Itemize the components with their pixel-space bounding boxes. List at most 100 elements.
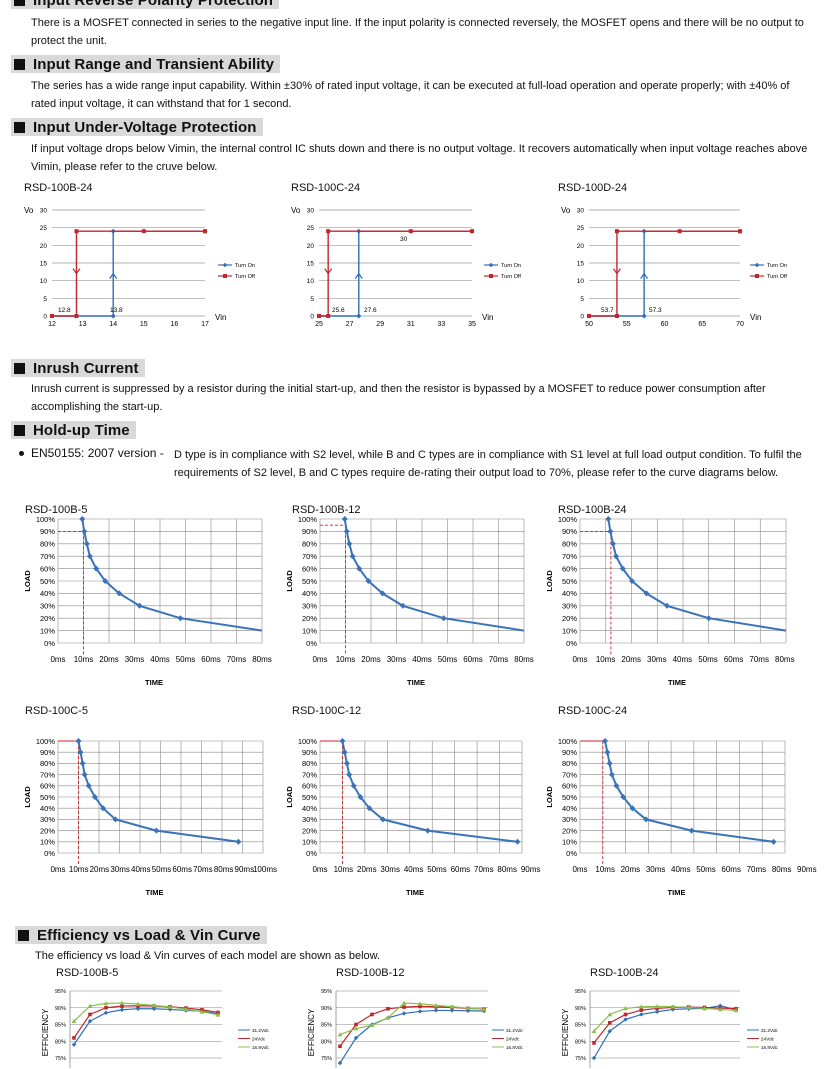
x-axis-label: Vin (215, 313, 226, 322)
y-tick-label: 0 (580, 314, 584, 321)
section-header-input-range: Input Range and Transient Ability (11, 55, 281, 73)
y-tick-label: 100% (36, 515, 56, 524)
data-point (623, 1017, 628, 1022)
y-tick-label: 70% (40, 770, 55, 779)
efficiency-curve-16.8vdc (593, 1005, 737, 1032)
data-point (399, 602, 406, 609)
y-tick-label: 80% (575, 1039, 586, 1045)
data-point (119, 1000, 125, 1005)
x-tick-label: 12 (48, 321, 56, 328)
data-point (470, 229, 474, 234)
annotation-label: 13.8 (110, 307, 123, 314)
data-point (116, 590, 123, 597)
y-tick-label: 0% (306, 639, 317, 648)
x-tick-label: 13 (79, 321, 87, 328)
section-header-hold-up: Hold-up Time (11, 421, 136, 439)
series-line-turn-off (589, 230, 740, 317)
section-title: Hold-up Time (33, 421, 130, 439)
data-point (591, 1055, 597, 1061)
x-tick-label: 17 (201, 321, 209, 328)
data-point (135, 1001, 141, 1006)
y-tick-label: 85% (575, 1023, 586, 1029)
y-tick-label: 85% (55, 1023, 66, 1029)
y-tick-label: 90% (302, 527, 317, 536)
y-tick-label: 10% (302, 626, 317, 635)
y-tick-label: 0% (566, 849, 577, 858)
data-point (79, 760, 86, 767)
data-point (326, 229, 331, 234)
y-tick-label: 80% (321, 1039, 332, 1045)
y-tick-label: 100% (298, 737, 318, 746)
holdup-chart-rsd-100c-12: 0% 10% 20% 30% 40% 50% 60% 70% 80% 90% 100% 0ms 10ms… (285, 737, 540, 897)
x-tick-label: 10ms (74, 655, 94, 664)
y-tick-label: 10% (40, 838, 55, 847)
data-point (136, 602, 143, 609)
data-point (623, 1012, 628, 1017)
section-bullet-square (14, 362, 25, 374)
data-point (686, 1005, 692, 1010)
efficiency-curve-16.8vdc (339, 1002, 485, 1036)
y-tick-label: 90% (40, 748, 55, 757)
y-tick-label: 60% (302, 782, 317, 791)
x-tick-label: 31 (407, 321, 415, 328)
data-point (356, 313, 362, 319)
y-tick-label: 0% (44, 639, 55, 648)
data-point (607, 1012, 613, 1017)
y-tick-label: 90% (562, 748, 577, 757)
y-tick-label: 10 (577, 278, 585, 285)
y-tick-label: 10% (40, 626, 55, 635)
x-tick-label: 20ms (361, 655, 381, 664)
data-point (385, 1015, 391, 1020)
data-point (353, 1026, 359, 1031)
x-tick-label: 70ms (227, 655, 247, 664)
holdup-chart-rsd-100b-12: 0% 10% 20% 30% 40% 50% 60% 70% 80% 90% 100% 0ms 10ms… (285, 515, 534, 687)
data-point (365, 578, 372, 584)
y-tick-label: 15 (577, 261, 585, 268)
efficiency-curve-31.2vdc (339, 1009, 485, 1064)
y-tick-label: 60% (562, 782, 577, 791)
y-tick-label: 80% (40, 540, 55, 549)
data-point (83, 540, 90, 547)
x-tick-label: 80ms (775, 655, 795, 664)
y-tick-label: 0% (566, 639, 577, 648)
data-point (88, 1012, 92, 1017)
y-tick-label: 85% (321, 1023, 332, 1029)
data-point (104, 1005, 108, 1010)
x-tick-label: 70 (736, 321, 744, 328)
y-tick-label: 40% (302, 589, 317, 598)
x-tick-label: 70ms (474, 865, 494, 874)
holdup-chart-title: RSD-100C-5 (25, 705, 88, 717)
x-tick-label: 15 (140, 321, 148, 328)
holdup-chart-title: RSD-100C-24 (558, 705, 628, 717)
x-tick-label: 65 (698, 321, 706, 328)
annotation-label: 53.7 (601, 307, 614, 314)
data-point (343, 528, 350, 535)
data-point (103, 1000, 109, 1006)
data-point (341, 516, 348, 522)
x-tick-label: 10ms (336, 655, 356, 664)
paragraph-inrush: Inrush current is suppressed by a resist… (31, 383, 766, 413)
x-tick-label: 10ms (595, 865, 615, 874)
data-point (135, 1006, 141, 1011)
y-tick-label: 100% (36, 737, 56, 746)
efficiency-chart-rsd-100b-12: 75% 80% 85% 90% 95% EFFICIENCY 31.2Vdc 24Vdc 16.… (307, 989, 524, 1068)
x-tick-label: 50ms (696, 865, 716, 874)
data-point (74, 229, 79, 234)
holdup-chart-title: RSD-100B-24 (558, 504, 627, 516)
y-tick-label: 80% (40, 759, 55, 768)
holdup-curve (81, 518, 263, 632)
x-tick-label: 30ms (125, 655, 145, 664)
y-tick-label: 70% (562, 770, 577, 779)
annotation-label: 12.8 (58, 307, 71, 314)
y-axis-label: EFFICIENCY (41, 1008, 50, 1056)
x-tick-label: 80ms (514, 655, 534, 664)
legend-label: Turn On (767, 263, 787, 269)
y-tick-label: 95% (575, 989, 586, 995)
x-tick-label: 70ms (747, 865, 767, 874)
data-point (449, 1008, 455, 1013)
y-tick-label: 90% (321, 1006, 332, 1012)
data-point (604, 749, 611, 756)
x-axis-label: TIME (407, 678, 425, 687)
section-bullet-square (14, 424, 25, 436)
x-tick-label: 30ms (647, 655, 667, 664)
